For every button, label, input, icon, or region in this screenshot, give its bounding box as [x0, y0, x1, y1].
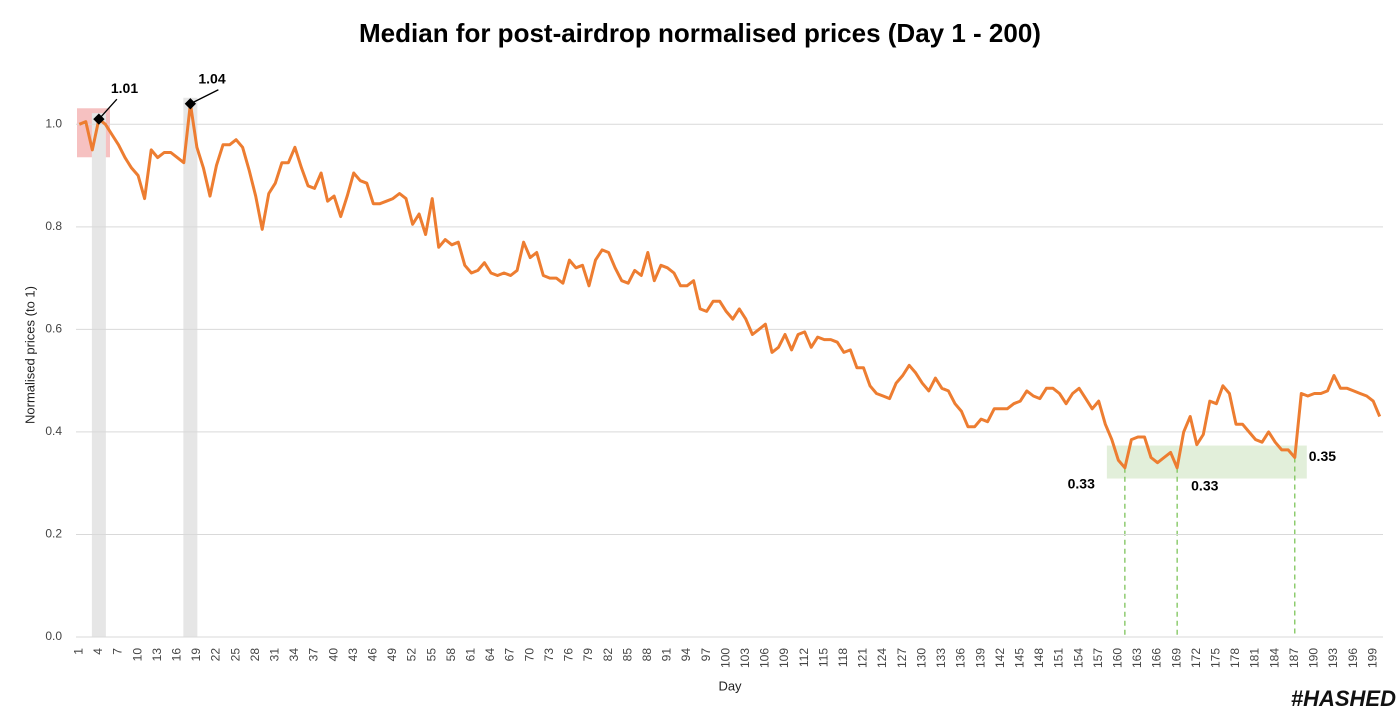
- x-tick-label: 7: [111, 648, 125, 655]
- annotation-label: 1.04: [198, 70, 225, 86]
- x-tick-label: 46: [366, 648, 380, 662]
- x-tick-label: 181: [1248, 648, 1262, 668]
- x-tick-label: 76: [562, 648, 576, 662]
- x-tick-label: 193: [1326, 648, 1340, 668]
- x-tick-label: 37: [307, 648, 321, 662]
- x-tick-label: 184: [1267, 648, 1281, 668]
- x-tick-label: 154: [1071, 648, 1085, 668]
- x-tick-label: 97: [699, 648, 713, 662]
- data-line: [78, 102, 1382, 470]
- x-tick-label: 19: [189, 648, 203, 662]
- x-tick-label: 112: [797, 648, 811, 667]
- x-tick-label: 151: [1052, 648, 1066, 668]
- x-tick-label: 178: [1228, 648, 1242, 668]
- x-tick-label: 133: [934, 648, 948, 668]
- x-tick-label: 166: [1150, 648, 1164, 668]
- x-tick-label: 190: [1307, 648, 1321, 668]
- x-tick-label: 40: [326, 648, 340, 662]
- y-tick-label: 0.8: [45, 219, 62, 233]
- highlight-band: [91, 113, 106, 638]
- x-tick-label: 157: [1091, 648, 1105, 668]
- x-tick-label: 121: [856, 648, 870, 668]
- x-tick-label: 85: [620, 648, 634, 662]
- x-tick-label: 136: [954, 648, 968, 668]
- x-axis-title: Day: [718, 678, 742, 693]
- x-tick-label: 163: [1130, 648, 1144, 668]
- annotation-label: 0.35: [1309, 448, 1336, 464]
- x-tick-label: 145: [1012, 648, 1026, 668]
- x-tick-label: 199: [1365, 648, 1379, 668]
- x-tick-label: 118: [836, 648, 850, 667]
- x-tick-label: 31: [267, 648, 281, 662]
- x-tick-label: 4: [91, 648, 105, 655]
- x-tick-label: 64: [483, 648, 497, 662]
- annotation-label: 0.33: [1191, 478, 1218, 494]
- x-tick-label: 160: [1111, 648, 1125, 668]
- x-tick-label: 91: [660, 648, 674, 662]
- x-tick-label: 73: [542, 648, 556, 662]
- highlight-band: [183, 97, 198, 638]
- x-tick-label: 127: [895, 648, 909, 668]
- x-tick-label: 10: [130, 648, 144, 662]
- x-tick-label: 103: [738, 648, 752, 668]
- chart-title: Median for post-airdrop normalised price…: [359, 18, 1041, 48]
- x-tick-label: 16: [169, 648, 183, 662]
- x-tick-label: 196: [1346, 648, 1360, 668]
- x-tick-label: 79: [581, 648, 595, 662]
- x-tick-label: 67: [503, 648, 517, 662]
- annotation-label: 1.01: [111, 80, 138, 96]
- highlight-box: [1106, 445, 1307, 479]
- x-tick-label: 13: [150, 648, 164, 662]
- x-tick-label: 139: [973, 648, 987, 668]
- x-tick-label: 94: [679, 648, 693, 662]
- x-tick-label: 52: [405, 648, 419, 662]
- x-tick-label: 34: [287, 648, 301, 662]
- watermark: #HASHED: [1291, 686, 1396, 711]
- annotation-leader: [190, 89, 219, 105]
- x-tick-label: 115: [816, 648, 830, 667]
- y-axis-title: Normalised prices (to 1): [22, 286, 37, 424]
- x-tick-label: 169: [1169, 648, 1183, 668]
- x-tick-label: 142: [993, 648, 1007, 668]
- y-tick-label: 0.0: [45, 629, 62, 643]
- x-tick-label: 187: [1287, 648, 1301, 668]
- x-tick-label: 88: [640, 648, 654, 662]
- x-tick-label: 25: [228, 648, 242, 662]
- annotation-label: 0.33: [1068, 476, 1095, 492]
- x-tick-label: 49: [385, 648, 399, 662]
- x-tick-label: 70: [522, 648, 536, 662]
- x-tick-label: 58: [444, 648, 458, 662]
- x-tick-label: 172: [1189, 648, 1203, 668]
- y-tick-label: 0.2: [45, 527, 62, 541]
- y-tick-label: 0.6: [45, 322, 62, 336]
- x-tick-label: 1: [71, 648, 85, 655]
- x-tick-label: 175: [1209, 648, 1223, 668]
- highlights: [77, 97, 1307, 638]
- x-tick-label: 82: [601, 648, 615, 662]
- x-tick-label: 55: [424, 648, 438, 662]
- x-tick-label: 124: [875, 648, 889, 668]
- x-tick-label: 106: [758, 648, 772, 668]
- x-tick-label: 130: [914, 648, 928, 668]
- x-tick-label: 61: [464, 648, 478, 662]
- y-tick-label: 1.0: [45, 116, 62, 130]
- annotation-leader: [98, 98, 118, 120]
- x-tick-label: 109: [777, 648, 791, 668]
- x-tick-label: 148: [1032, 648, 1046, 668]
- x-tick-label: 22: [209, 648, 223, 662]
- x-tick-label: 100: [718, 648, 732, 668]
- x-tick-label: 28: [248, 648, 262, 662]
- x-tick-label: 43: [346, 648, 360, 662]
- y-tick-label: 0.4: [45, 424, 62, 438]
